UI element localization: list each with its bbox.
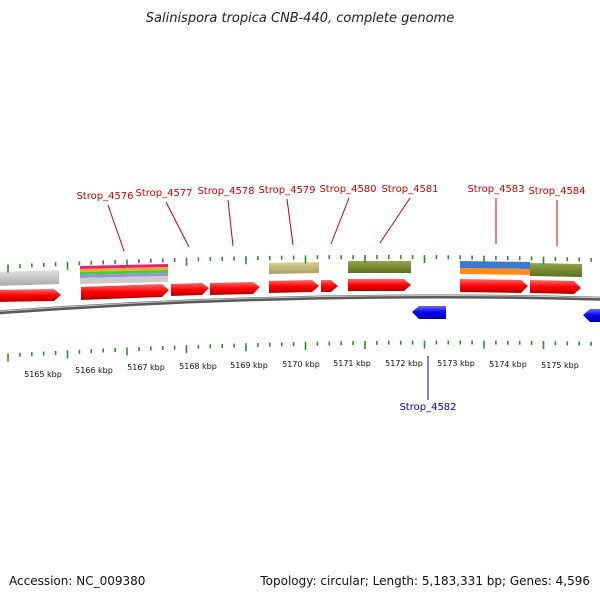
feature-bar[interactable] <box>460 261 530 269</box>
accession-text: Accession: NC_009380 <box>9 574 146 588</box>
scale-label: 5171 kbp <box>333 359 371 368</box>
feature-track <box>0 261 582 286</box>
scale-label: 5173 kbp <box>437 359 475 368</box>
feature-bar[interactable] <box>348 261 411 273</box>
gene-label-strop-4583[interactable]: Strop_4583 <box>467 184 524 195</box>
gene-arrow-strop-4576[interactable] <box>81 284 169 300</box>
gene-label-strop-4577[interactable]: Strop_4577 <box>135 188 192 199</box>
gene-arrow-strop-4577[interactable] <box>171 283 209 296</box>
map-title: Salinispora tropica CNB-440, complete ge… <box>146 11 454 26</box>
scale-label: 5174 kbp <box>489 360 527 369</box>
reverse-strand-track <box>412 306 600 322</box>
reverse-gene-arrow[interactable] <box>583 309 600 322</box>
scale-label: 5168 kbp <box>179 362 217 371</box>
gene-label-strop-4576[interactable]: Strop_4576 <box>76 191 133 202</box>
leader-line-strop-4580 <box>330 197 350 245</box>
leader-line-strop-4578 <box>227 199 234 247</box>
forward-gene-arrow[interactable] <box>0 289 61 302</box>
scale-label: 5166 kbp <box>75 366 113 375</box>
scale-label: 5175 kbp <box>541 361 579 370</box>
leader-line-strop-4579 <box>286 198 294 246</box>
forward-strand-track <box>0 279 581 302</box>
leader-line-strop-4577 <box>165 201 190 248</box>
gene-arrow-strop-4584[interactable] <box>530 280 581 294</box>
topology-text: Topology: circular; Length: 5,183,331 bp… <box>260 574 590 588</box>
scale-label: 5167 kbp <box>127 363 165 372</box>
tick-row-bottom <box>7 340 592 362</box>
genome-backbone <box>0 294 600 315</box>
gene-arrow-strop-4580[interactable] <box>321 280 338 292</box>
genome-backbone-highlight <box>0 294 600 312</box>
gene-label-strop-4584[interactable]: Strop_4584 <box>528 186 585 197</box>
gene-label-strop-4582[interactable]: Strop_4582 <box>399 402 456 413</box>
gene-arrow-strop-4579[interactable] <box>269 280 319 293</box>
gene-arrow-strop-4578[interactable] <box>210 282 260 295</box>
gene-label-strop-4580[interactable]: Strop_4580 <box>319 184 376 195</box>
leader-line-strop-4581 <box>379 197 411 244</box>
scale-label: 5172 kbp <box>385 359 423 368</box>
scale-label: 5170 kbp <box>282 360 320 369</box>
gene-label-strop-4578[interactable]: Strop_4578 <box>197 186 254 197</box>
feature-stack-strop-4576[interactable] <box>80 264 168 284</box>
tick-row-top <box>7 255 592 273</box>
gene-label-strop-4579[interactable]: Strop_4579 <box>258 185 315 196</box>
scale-labels: 5165 kbp 5166 kbp 5167 kbp 5168 kbp 5169 kbp… <box>24 359 579 379</box>
gene-label-strop-4581[interactable]: Strop_4581 <box>381 184 438 195</box>
gene-arrow-strop-4582[interactable] <box>412 306 446 319</box>
gene-labels: Strop_4576 Strop_4577 Strop_4578 Strop_4579… <box>76 184 585 413</box>
gene-arrow-strop-4581[interactable] <box>348 279 411 291</box>
scale-label: 5169 kbp <box>230 361 268 370</box>
feature-bar[interactable] <box>0 270 59 286</box>
gene-arrow-strop-4583[interactable] <box>460 279 528 293</box>
feature-bar[interactable] <box>269 262 319 274</box>
feature-bar[interactable] <box>530 263 582 277</box>
leader-line-strop-4576 <box>107 204 125 252</box>
feature-bar[interactable] <box>460 268 530 275</box>
scale-label: 5165 kbp <box>24 370 62 379</box>
